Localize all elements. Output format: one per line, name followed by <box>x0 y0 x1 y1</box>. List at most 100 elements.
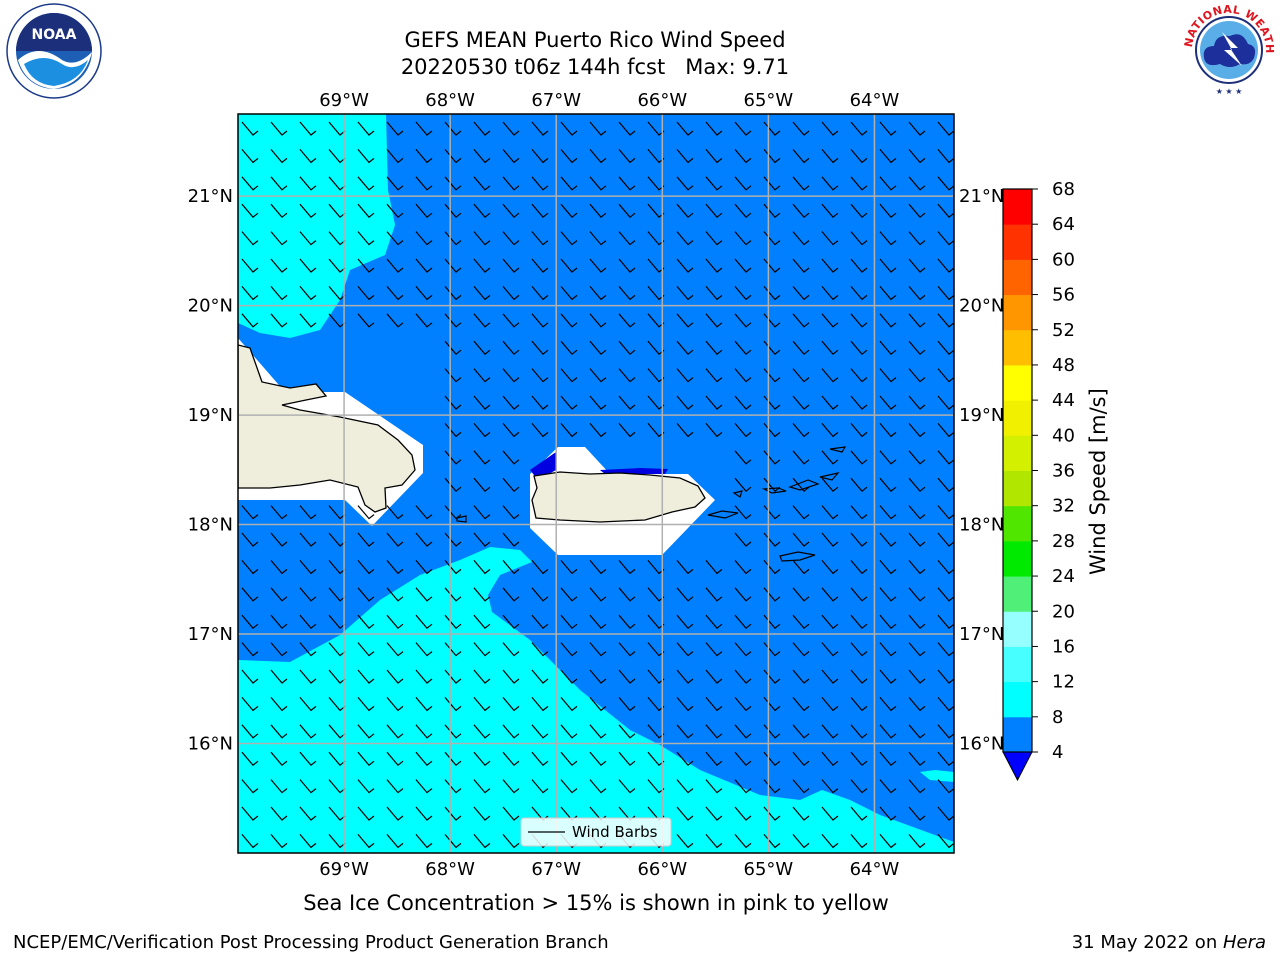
wind-barb <box>589 286 607 301</box>
wind-barb <box>937 121 954 136</box>
wind-barb <box>502 779 520 794</box>
wind-barb <box>386 751 404 767</box>
wind-barb <box>705 368 723 383</box>
wind-barb <box>879 176 897 191</box>
wind-barb <box>270 313 288 328</box>
wind-barb <box>705 340 723 356</box>
wind-barb <box>357 834 375 849</box>
wind-barb <box>676 669 694 684</box>
wind-barb <box>792 149 810 164</box>
wind-barb <box>792 477 810 493</box>
wind-barb <box>879 560 897 575</box>
wind-barb <box>357 231 375 246</box>
wind-barb <box>531 258 549 273</box>
wind-barb <box>705 834 723 849</box>
wind-barb <box>676 340 694 356</box>
colorbar-segment <box>1003 681 1032 718</box>
wind-barb <box>734 642 752 657</box>
wind-barb <box>270 642 288 657</box>
wind-barb <box>386 669 404 684</box>
wind-barb <box>386 642 404 657</box>
wind-barb <box>734 368 752 383</box>
wind-barb <box>792 231 810 246</box>
wind-barb <box>734 669 752 684</box>
wind-barb <box>850 669 868 684</box>
wind-barb <box>415 724 433 739</box>
wind-barb <box>589 258 607 273</box>
wind-barb <box>821 340 839 356</box>
wind-barb <box>444 779 462 794</box>
wind-barb <box>589 149 607 164</box>
wind-barb <box>908 149 926 164</box>
wind-barb <box>734 231 752 246</box>
wind-barb <box>879 313 897 328</box>
wind-barb <box>850 477 868 493</box>
lon-label-bottom: 68°W <box>425 859 475 880</box>
wind-barb <box>792 176 810 191</box>
wind-barb <box>502 258 520 273</box>
wind-barb <box>502 450 520 465</box>
wind-barb <box>299 286 317 301</box>
wind-barb <box>618 724 636 739</box>
wind-barb <box>908 669 926 684</box>
wind-barb <box>473 560 491 575</box>
wind-barb <box>560 587 578 602</box>
wind-barb <box>879 779 897 794</box>
lat-label-left: 18°N <box>188 515 233 536</box>
wind-barb <box>444 368 462 383</box>
wind-barb <box>821 697 839 712</box>
wind-barb <box>299 532 317 547</box>
wind-barb <box>502 231 520 246</box>
wind-barb <box>850 532 868 547</box>
wind-barb <box>618 313 636 328</box>
wind-barb <box>850 395 868 410</box>
lat-label-left: 21°N <box>188 186 233 207</box>
wind-barb <box>676 368 694 383</box>
footer-date: 31 May 2022 on Hera <box>1072 932 1266 953</box>
wind-barb <box>502 477 520 493</box>
wind-barb <box>502 751 520 767</box>
wind-barb <box>560 751 578 767</box>
wind-barb <box>705 587 723 602</box>
wind-barb <box>908 751 926 767</box>
wind-barb <box>473 368 491 383</box>
wind-barb <box>792 368 810 383</box>
wind-barb <box>386 806 404 821</box>
wind-barb <box>473 313 491 328</box>
wind-barb <box>850 368 868 383</box>
wind-barb <box>792 779 810 794</box>
wind-barb <box>415 231 433 246</box>
wind-barb <box>502 203 520 219</box>
wind-barb <box>589 313 607 328</box>
wind-barb <box>821 258 839 273</box>
wind-barb <box>299 779 317 794</box>
wind-barb <box>299 806 317 821</box>
wind-barb <box>386 779 404 794</box>
wind-barb <box>879 477 897 493</box>
wind-barb <box>560 423 578 438</box>
wind-barb <box>473 149 491 164</box>
lon-label-bottom: 65°W <box>744 859 794 880</box>
wind-barb <box>792 697 810 712</box>
lat-label-left: 19°N <box>188 405 233 426</box>
wind-barb <box>937 834 954 849</box>
wind-barb <box>705 231 723 246</box>
wind-barb <box>676 806 694 821</box>
wind-barb <box>473 697 491 712</box>
wind-barb <box>444 697 462 712</box>
wind-barb <box>821 724 839 739</box>
wind-barb <box>821 806 839 821</box>
wind-barb <box>299 560 317 575</box>
wind-barb <box>821 450 839 465</box>
wind-barb <box>386 121 404 136</box>
wind-barb <box>560 669 578 684</box>
wind-barb <box>676 642 694 657</box>
wind-barb <box>357 203 375 219</box>
colorbar-tick-label: 68 <box>1052 179 1075 200</box>
wind-barb <box>792 121 810 136</box>
wind-barb <box>589 121 607 136</box>
wind-barb <box>415 669 433 684</box>
wind-barb <box>357 669 375 684</box>
wind-barb <box>241 751 259 767</box>
wind-barb <box>792 313 810 328</box>
